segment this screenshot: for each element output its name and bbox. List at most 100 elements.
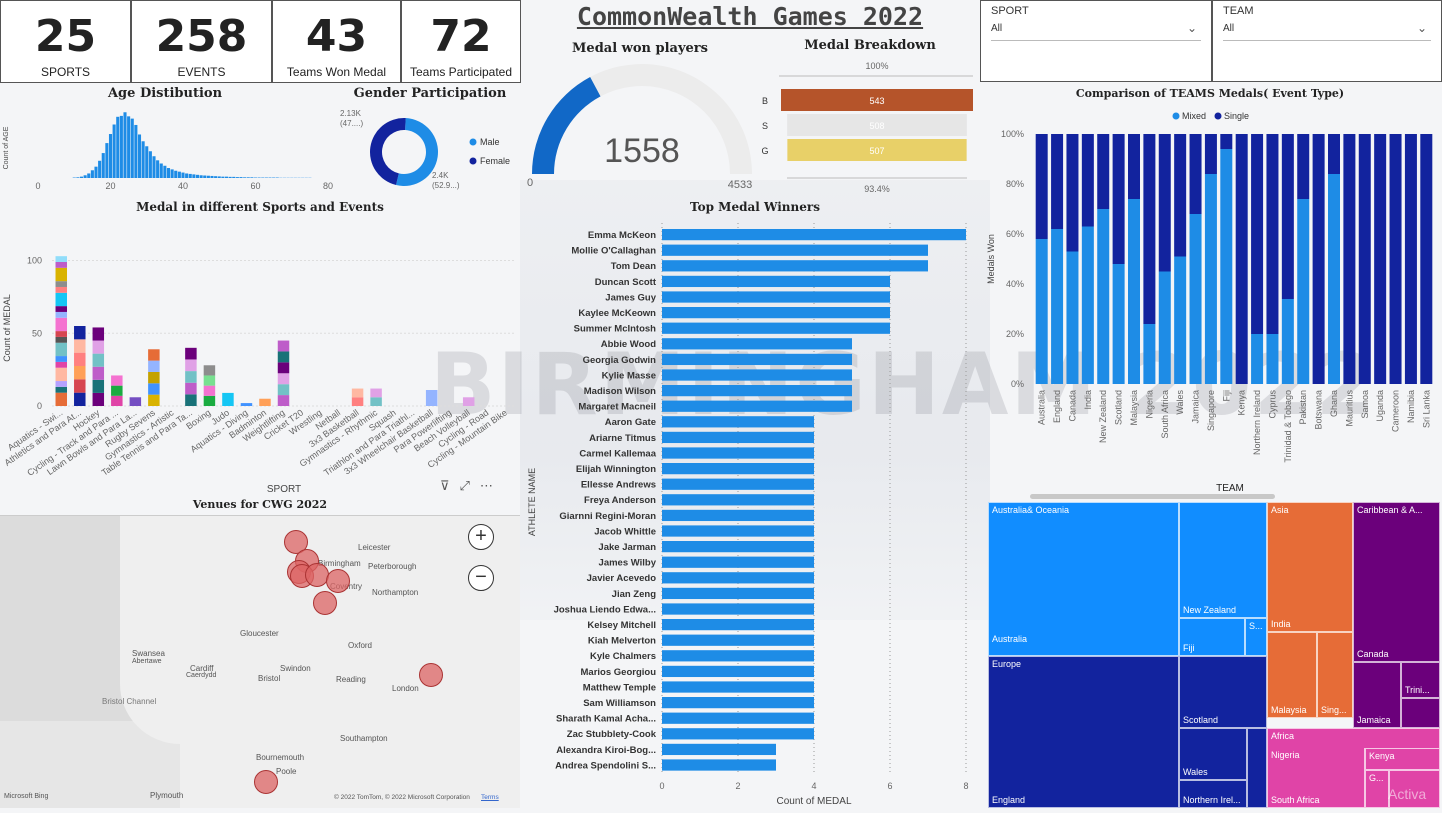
sport-bar-segment [277, 340, 290, 352]
venue-marker[interactable] [326, 569, 350, 593]
x-tick-label: Canada [1067, 390, 1077, 422]
treemap-tile[interactable]: Malaysia [1267, 632, 1317, 718]
map-city-label: Leicester [358, 543, 391, 552]
mixed-bar [1128, 199, 1140, 384]
x-tick-label: Singapore [1206, 390, 1216, 431]
visual-header-toolbar: ⊽ ⤢ ⋯ [440, 478, 493, 494]
athlete-name: Matthew Temple [583, 682, 656, 693]
funnel-value: 543 [869, 96, 884, 106]
kpi-events: 258 EVENTS [131, 0, 272, 83]
treemap-tile[interactable]: Fiji [1179, 618, 1245, 656]
treemap-tile[interactable] [1401, 698, 1440, 728]
treemap-tile[interactable]: Wales [1179, 728, 1247, 780]
y-tick-label: 40% [1006, 279, 1024, 289]
y-axis-title: Count of AGE [3, 126, 10, 169]
filter-icon[interactable]: ⊽ [440, 478, 450, 493]
treemap-tile[interactable]: Trini... [1401, 662, 1440, 698]
treemap-tile[interactable]: Kenya [1365, 748, 1440, 770]
map-city-label: Bournemouth [256, 753, 305, 762]
age-distribution-chart[interactable]: 0 20 40 60 80 Count of AGE [0, 104, 340, 196]
athlete-bar [662, 369, 852, 381]
single-bar [1189, 134, 1202, 214]
x-tick-label: Mauritius [1344, 390, 1354, 427]
age-bar [112, 124, 116, 178]
treemap-tile[interactable]: Sing... [1317, 632, 1353, 718]
map-terms-link[interactable]: Terms [481, 794, 499, 801]
sport-bar-segment [55, 361, 68, 368]
treemap-tile[interactable]: G... [1365, 770, 1389, 808]
athlete-name: James Wilby [599, 558, 657, 569]
map-city-label: Northampton [372, 588, 419, 597]
sport-bar-segment [185, 394, 197, 406]
treemap-tile[interactable]: Australia [988, 632, 1179, 656]
sport-slicer[interactable]: SPORT All ⌄ [980, 0, 1212, 82]
age-bar [181, 172, 185, 178]
gender-donut-chart[interactable]: 2.4K(52.9...) 2.13K(47....) Male Female [330, 104, 520, 200]
treemap-tile[interactable]: S... [1245, 618, 1267, 656]
top-winners-title: Top Medal Winners [690, 200, 820, 214]
zoom-in-button[interactable]: + [468, 524, 494, 550]
venue-marker[interactable] [419, 663, 443, 687]
venue-marker[interactable] [254, 770, 278, 794]
athlete-bar [662, 572, 814, 584]
age-bar [123, 112, 127, 178]
focus-mode-icon[interactable]: ⤢ [459, 478, 470, 493]
mixed-bar [1174, 256, 1187, 384]
treemap-tile[interactable]: Jamaica [1353, 662, 1401, 728]
more-options-icon[interactable]: ⋯ [479, 478, 493, 493]
legend-marker [469, 157, 477, 165]
venues-map[interactable]: Leicester Birmingham Peterborough Covent… [0, 515, 520, 808]
map-city-label: Gloucester [240, 629, 279, 638]
team-treemap[interactable]: Australia& Oceania New Zealand Australia… [988, 502, 1440, 808]
x-tick-label: Australia [1037, 390, 1047, 425]
kpi-teams-won: 43 Teams Won Medal [272, 0, 401, 83]
medal-players-gauge[interactable]: 1558 0 4533 [522, 62, 762, 192]
top-medal-winners-chart[interactable]: 0 2 4 6 8 Emma McKeon Mollie O'Callaghan Tom De… [522, 218, 982, 810]
zoom-out-button[interactable]: − [468, 565, 494, 591]
sport-bar-segment [92, 379, 105, 393]
sport-dropdown[interactable]: All ⌄ [991, 21, 1201, 41]
treemap-tile[interactable]: Europe England [988, 656, 1179, 808]
venue-marker[interactable] [313, 591, 337, 615]
treemap-tile[interactable]: Australia& Oceania [988, 502, 1179, 656]
treemap-tile[interactable] [1389, 770, 1440, 808]
treemap-tile[interactable]: Caribbean & A... Canada [1353, 502, 1440, 662]
treemap-tile[interactable]: New Zealand [1179, 502, 1267, 618]
sport-bar-segment [370, 397, 382, 406]
x-tick-label: 60 [250, 181, 260, 191]
treemap-tile[interactable]: Asia India [1267, 502, 1353, 632]
age-bar [156, 160, 160, 178]
tile-label: New Zealand [1183, 605, 1237, 615]
sport-bar-segment [74, 339, 86, 353]
sport-bar-segment [55, 331, 68, 337]
donut-slice [370, 118, 406, 186]
athlete-name: Freya Anderson [584, 495, 656, 506]
sport-bar-segment [74, 326, 86, 340]
mixed-bar [1051, 229, 1064, 384]
treemap-tile[interactable]: Nigeria South Africa [1267, 748, 1365, 808]
sport-bar-segment [425, 390, 438, 406]
treemap-tile[interactable]: Scotland [1179, 656, 1267, 728]
treemap-tile[interactable] [1247, 728, 1267, 808]
medal-breakdown-funnel[interactable]: 100% 543 B 508 S 507 G 93.4% [755, 56, 980, 198]
team-slicer[interactable]: TEAM All ⌄ [1212, 0, 1442, 82]
treemap-tile[interactable]: Northern Irel... [1179, 780, 1247, 808]
athlete-bar [662, 525, 814, 537]
team-medal-comparison-chart[interactable]: Mixed Single 0% 20% 40% 60% 80% 100% Medals Won A… [982, 104, 1442, 476]
horizontal-scrollbar[interactable] [1030, 494, 1275, 499]
age-bar [87, 173, 91, 178]
athlete-bar [662, 681, 814, 693]
age-bar [79, 176, 84, 178]
team-dropdown[interactable]: All ⌄ [1223, 21, 1431, 41]
funnel-bar [787, 139, 967, 161]
tile-label: Northern Irel... [1183, 795, 1241, 805]
x-tick-label: Malaysia [1129, 390, 1139, 426]
athlete-name: Jake Jarman [598, 542, 656, 553]
map-city-label: London [392, 684, 419, 693]
age-bar [116, 116, 120, 178]
athlete-bar [662, 260, 928, 272]
tile-label: Caribbean & A... [1357, 505, 1423, 515]
x-tick-label: Sri Lanka [1421, 390, 1431, 428]
sport-bar-segment [203, 375, 216, 386]
